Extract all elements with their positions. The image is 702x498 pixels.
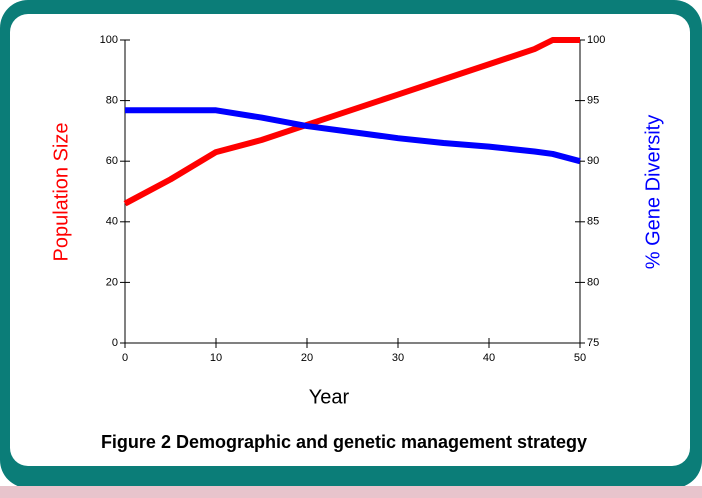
y2-tick-label: 90 — [587, 155, 599, 167]
y2-tick-label: 75 — [587, 337, 599, 349]
y-tick-label: 80 — [106, 95, 118, 107]
x-tick-label: 0 — [122, 352, 128, 364]
y2-tick-label: 95 — [587, 95, 599, 107]
x-tick-label: 20 — [301, 352, 313, 364]
x-tick-label: 30 — [392, 352, 404, 364]
y-tick-label: 100 — [100, 34, 118, 46]
y2-tick-label: 85 — [587, 216, 599, 228]
x-axis-label: Year — [309, 386, 350, 408]
caption: Figure 2 Demographic and genetic managem… — [101, 432, 587, 452]
y2-axis-label: % Gene Diversity — [642, 115, 664, 270]
bottom-strip — [0, 486, 702, 498]
y2-tick-label: 100 — [587, 34, 605, 46]
x-tick-label: 10 — [210, 352, 222, 364]
y-tick-label: 0 — [112, 337, 118, 349]
series-line — [125, 107, 581, 165]
panel — [10, 14, 690, 466]
y-tick-label: 40 — [106, 216, 118, 228]
y-tick-label: 60 — [106, 155, 118, 167]
series-line — [123, 37, 580, 207]
y-tick-label: 20 — [106, 276, 118, 288]
x-tick-label: 50 — [574, 352, 586, 364]
y-axis-label: Population Size — [50, 123, 72, 262]
x-tick-label: 40 — [483, 352, 495, 364]
y2-tick-label: 80 — [587, 276, 599, 288]
